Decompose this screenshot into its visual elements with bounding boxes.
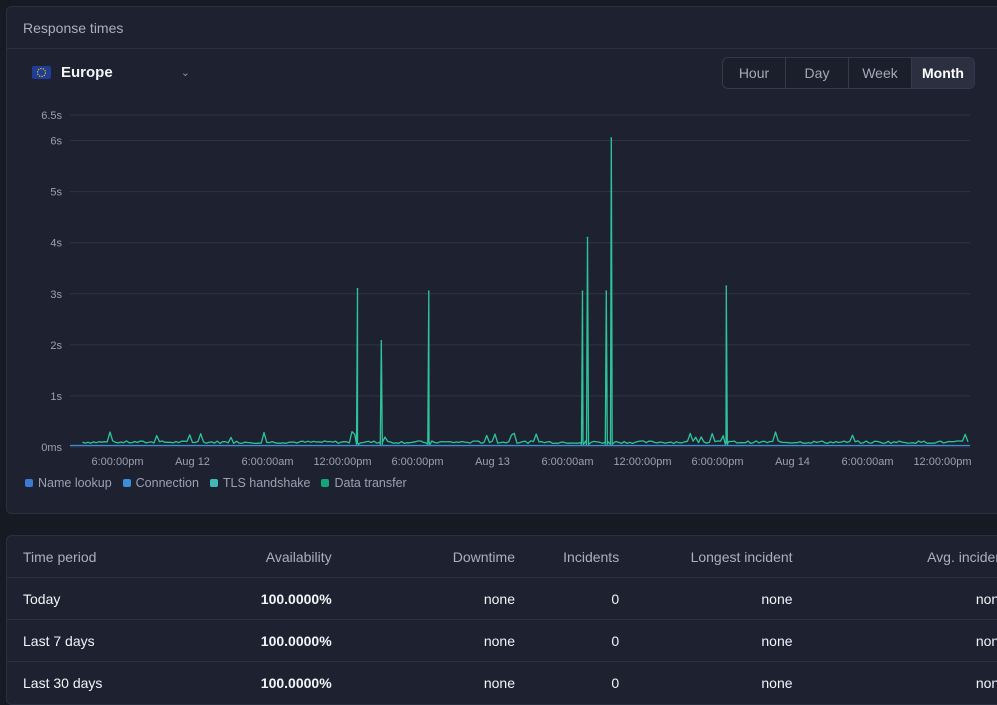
cell-downtime: none: [483, 674, 515, 691]
data-transfer-peak-point: [356, 287, 359, 290]
data-transfer-peak-point: [427, 290, 430, 293]
header-longest-incident: Longest incident: [619, 536, 793, 578]
legend-swatch: [25, 479, 33, 487]
cell-avg-incident: none: [975, 674, 997, 691]
time-range-toggle: Hour Day Week Month: [722, 57, 975, 89]
data-transfer-peak-point: [581, 290, 584, 293]
y-tick-label: 2s: [50, 340, 62, 352]
cell-availability: 100.0000%: [173, 619, 332, 662]
y-tick-label: 5s: [50, 187, 62, 199]
y-tick-label: 6s: [50, 136, 62, 148]
legend-swatch: [122, 479, 131, 487]
panel-title: Response times: [7, 7, 997, 49]
table-row: Last 30 days 100.0000% none 0 none none: [7, 662, 997, 704]
x-tick-label: Aug 13: [475, 456, 510, 468]
y-tick-label: 1s: [50, 391, 62, 403]
x-tick-label: 6:00:00pm: [92, 456, 144, 468]
legend-item-tls-handshake[interactable]: TLS handshake: [209, 476, 311, 490]
cell-avg-incident: none: [792, 619, 997, 662]
cell-incidents: 0: [515, 619, 620, 662]
legend-label: TLS handshake: [222, 476, 311, 490]
range-month-button[interactable]: Month: [912, 58, 974, 88]
cell-downtime: none: [331, 577, 515, 620]
cell-downtime: none: [331, 619, 515, 662]
cell-avg-incident: none: [792, 577, 997, 620]
data-transfer-peak-point: [380, 339, 383, 342]
data-transfer-peak-point: [725, 285, 728, 287]
data-transfer-peak-point: [610, 137, 613, 139]
x-tick-label: 6:00:00am: [242, 456, 294, 468]
cell-availability: 100.0000%: [173, 577, 332, 620]
x-tick-label: Aug 14: [775, 456, 810, 468]
x-tick-label: 6:00:00am: [542, 456, 594, 468]
cell-incidents: 0: [515, 577, 620, 620]
y-tick-label: 6.5s: [41, 110, 62, 122]
availability-table: Time period Availability Downtime Incide…: [7, 536, 997, 703]
cell-longest-incident: none: [761, 674, 793, 691]
region-label: Europe: [61, 64, 113, 81]
chart-legend: Name lookup Connection TLS handshake Dat…: [25, 476, 407, 490]
cell-longest-incident: none: [619, 619, 793, 662]
region-selector[interactable]: Europe ⌄: [32, 64, 190, 81]
header-avg-incident: Avg. incident: [792, 536, 997, 578]
legend-swatch: [209, 479, 218, 487]
cell-incidents: 0: [611, 674, 620, 691]
x-tick-label: 12:00:00pm: [313, 456, 371, 468]
availability-table-panel: Time period Availability Downtime Incide…: [6, 535, 997, 705]
cell-longest-incident: none: [619, 577, 793, 620]
legend-item-connection[interactable]: Connection: [122, 476, 199, 490]
data-transfer-peak-point: [605, 290, 608, 293]
response-time-chart: 0ms 1s 2s 3s 4s 5s 6s 6.5s 6:00:00pm Aug 12 6:00:0…: [41, 110, 971, 468]
legend-swatch: [321, 479, 330, 487]
cell-time-period: Today: [7, 577, 174, 620]
series-line-data-transfer: [82, 137, 969, 446]
x-tick-label: 6:00:00pm: [392, 456, 444, 468]
chevron-down-icon: ⌄: [180, 67, 190, 79]
response-times-panel: Response times: [6, 6, 997, 514]
y-tick-label: 0ms: [41, 442, 62, 454]
legend-label: Data transfer: [334, 476, 407, 490]
table-row: Last 7 days 100.0000% none 0 none none: [7, 619, 997, 662]
y-tick-label: 3s: [50, 289, 62, 301]
cell-availability: 100.0000%: [260, 674, 332, 691]
header-downtime: Downtime: [331, 536, 515, 578]
legend-label: Connection: [135, 476, 199, 490]
x-tick-label: 6:00:00am: [842, 456, 894, 468]
header-availability: Availability: [173, 536, 332, 578]
range-day-button[interactable]: Day: [786, 58, 849, 88]
data-transfer-peak-point: [586, 236, 589, 239]
x-tick-label: 6:00:00pm: [692, 456, 744, 468]
table-row: Today 100.0000% none 0 none none: [7, 577, 997, 620]
legend-item-name-lookup[interactable]: Name lookup: [25, 476, 112, 490]
legend-label: Name lookup: [38, 476, 112, 490]
cell-time-period: Last 7 days: [7, 619, 174, 662]
cell-time-period: Last 30 days: [23, 674, 103, 691]
legend-item-data-transfer[interactable]: Data transfer: [321, 476, 407, 490]
range-week-button[interactable]: Week: [849, 58, 912, 88]
header-incidents: Incidents: [515, 536, 620, 578]
eu-flag-icon: [32, 66, 51, 79]
x-tick-label: 12:00:00pm: [913, 456, 971, 468]
x-tick-label: Aug 12: [175, 456, 210, 468]
table-header-row: Time period Availability Downtime Incide…: [7, 536, 997, 578]
range-hour-button[interactable]: Hour: [723, 58, 786, 88]
header-time-period: Time period: [7, 536, 174, 578]
x-tick-label: 12:00:00pm: [613, 456, 671, 468]
y-tick-label: 4s: [50, 238, 62, 250]
